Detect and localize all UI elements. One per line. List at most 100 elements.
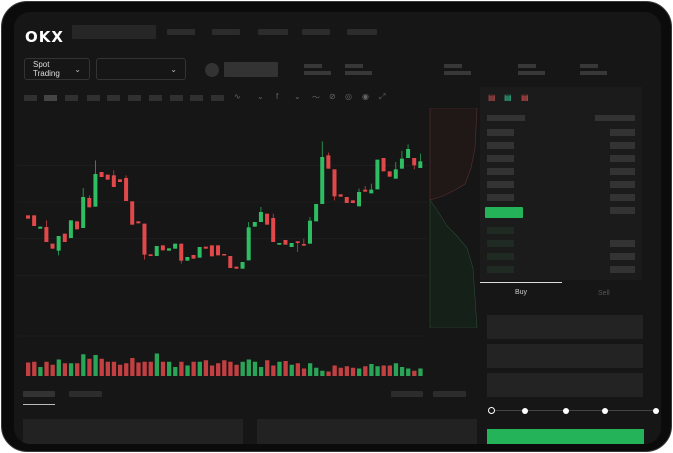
volume-bar <box>32 361 37 376</box>
order-book-price[interactable] <box>487 142 514 149</box>
book-asks-icon[interactable]: ▤ <box>521 93 529 102</box>
price-input[interactable] <box>487 315 643 339</box>
candle-body <box>154 246 159 256</box>
timeframe-button[interactable] <box>149 95 162 101</box>
volume-bar <box>399 367 405 376</box>
candle-body <box>271 218 276 242</box>
tab-history[interactable] <box>69 391 102 397</box>
amount-input[interactable] <box>487 344 643 368</box>
nav-item[interactable] <box>212 29 240 35</box>
chart-type-icon[interactable]: ⌄ <box>257 92 264 101</box>
candle-body <box>369 189 374 194</box>
volume-bar <box>75 363 80 376</box>
buy-button[interactable] <box>487 429 644 444</box>
pen-icon[interactable]: ⊘ <box>329 92 336 101</box>
stat-label <box>304 64 322 68</box>
timeframe-button[interactable] <box>170 95 183 101</box>
timeframe-button[interactable] <box>87 95 100 101</box>
volume-bar <box>228 361 233 376</box>
order-book-price[interactable] <box>487 155 514 162</box>
last-price <box>485 207 523 218</box>
order-book-price[interactable] <box>487 266 514 273</box>
camera-icon[interactable]: ◉ <box>362 92 369 101</box>
order-book-amount <box>610 240 635 247</box>
slider-step[interactable] <box>602 408 608 414</box>
book-bids-icon[interactable]: ▤ <box>504 93 512 102</box>
slider-step[interactable] <box>653 408 659 414</box>
volume-bar <box>62 363 68 376</box>
slider-handle[interactable] <box>488 407 495 414</box>
order-book-price[interactable] <box>487 129 514 136</box>
volume-bar <box>136 362 141 376</box>
slider-step[interactable] <box>563 408 569 414</box>
candle-body <box>203 246 208 249</box>
nav-item[interactable] <box>167 29 195 35</box>
candle-body <box>332 169 337 197</box>
order-book-price[interactable] <box>487 253 514 260</box>
candlestick-chart[interactable] <box>17 122 427 382</box>
timeframe-button[interactable] <box>211 95 224 101</box>
volume-bar <box>142 361 147 376</box>
order-book-price[interactable] <box>487 194 514 201</box>
fx-icon[interactable]: f <box>276 92 279 101</box>
sell-tab[interactable]: Sell <box>598 290 610 297</box>
filter-button[interactable] <box>391 391 423 397</box>
filter-button[interactable] <box>433 391 466 397</box>
volume-bar <box>277 361 282 376</box>
volume-bar <box>412 370 417 376</box>
volume-bar <box>130 358 135 376</box>
volume-bar <box>179 361 184 376</box>
volume-bar <box>38 367 43 376</box>
fullscreen-icon[interactable]: ⤢ <box>379 92 386 101</box>
bottom-panel <box>257 419 477 444</box>
timeframe-button[interactable] <box>128 95 141 101</box>
volume-bar <box>148 361 153 376</box>
volume-bar <box>111 361 117 376</box>
col-header <box>595 115 635 121</box>
candle-body <box>87 198 92 208</box>
line-tool-icon[interactable]: 〜 <box>312 93 320 102</box>
timeframe-button[interactable] <box>65 95 78 101</box>
timeframe-button[interactable] <box>44 95 57 101</box>
indicator-icon[interactable]: ∿ <box>234 92 241 101</box>
order-book-price[interactable] <box>487 240 514 247</box>
amount-slider[interactable] <box>491 410 659 411</box>
nav-item[interactable] <box>258 29 288 35</box>
volume-bar <box>381 365 386 376</box>
nav-item[interactable] <box>347 29 377 35</box>
search-bar[interactable] <box>72 25 156 39</box>
slider-step[interactable] <box>522 408 528 414</box>
settings-icon[interactable]: ◎ <box>345 92 352 101</box>
chevron-down-icon[interactable]: ⌄ <box>294 92 301 101</box>
volume-bar <box>173 367 178 376</box>
market-type-select[interactable]: Spot Trading ⌄ <box>24 58 90 80</box>
timeframe-button[interactable] <box>24 95 37 101</box>
candle-body <box>75 221 80 230</box>
candle-body <box>142 223 147 255</box>
volume-bar <box>216 363 221 376</box>
stat-value <box>444 71 471 75</box>
total-input[interactable] <box>487 373 643 397</box>
volume-bar <box>350 367 356 376</box>
timeframe-button[interactable] <box>190 95 203 101</box>
volume-bar <box>117 364 123 376</box>
candle-body <box>258 212 263 222</box>
order-side-tabs: Buy Sell <box>480 282 642 302</box>
candle-body <box>240 262 245 269</box>
volume-bar <box>344 366 350 376</box>
timeframe-button[interactable] <box>107 95 120 101</box>
price-placeholder <box>224 62 278 77</box>
candle-body <box>234 266 239 269</box>
order-book-price[interactable] <box>487 168 514 175</box>
pair-select[interactable]: ⌄ <box>96 58 186 80</box>
volume-bar <box>203 360 209 376</box>
order-book-price[interactable] <box>487 227 514 234</box>
candle-body <box>26 215 30 219</box>
order-book-price[interactable] <box>487 181 514 188</box>
volume-bar <box>93 355 98 376</box>
order-book-amount <box>610 266 635 273</box>
tab-open-orders[interactable] <box>23 391 55 397</box>
book-both-icon[interactable]: ▤ <box>488 93 496 102</box>
buy-tab[interactable]: Buy <box>515 289 528 296</box>
nav-item[interactable] <box>302 29 330 35</box>
